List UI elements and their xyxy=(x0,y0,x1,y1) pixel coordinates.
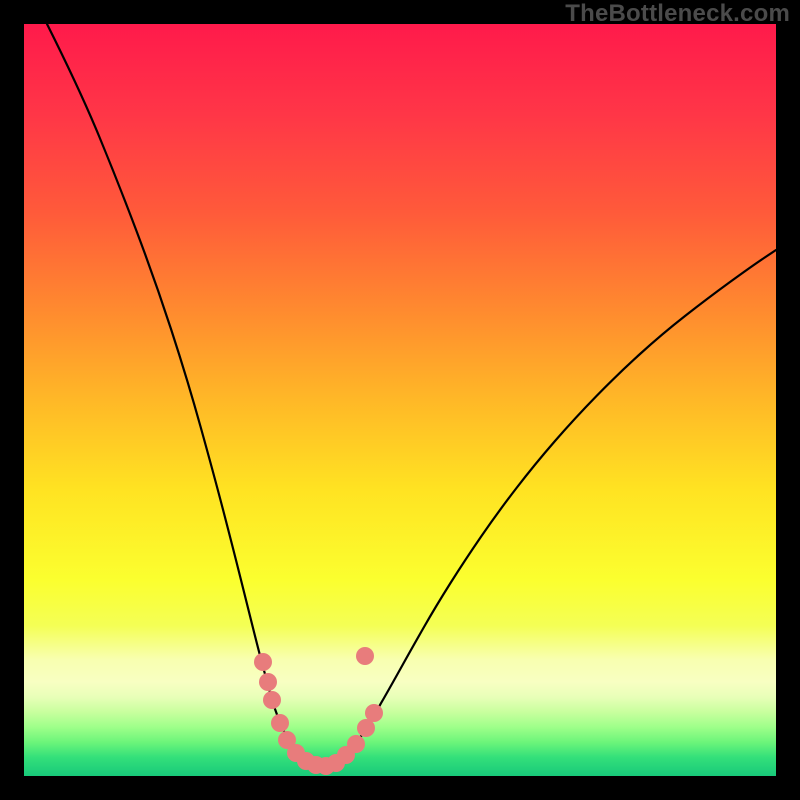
chart-frame: TheBottleneck.com xyxy=(0,0,800,800)
marker-dot xyxy=(254,653,272,671)
curve-layer xyxy=(0,0,800,800)
marker-dot xyxy=(271,714,289,732)
marker-dot xyxy=(347,735,365,753)
marker-dot xyxy=(365,704,383,722)
marker-dot xyxy=(259,673,277,691)
marker-dot xyxy=(356,647,374,665)
watermark-text: TheBottleneck.com xyxy=(565,0,790,28)
plot-area xyxy=(24,24,776,776)
marker-dot xyxy=(263,691,281,709)
v-curve xyxy=(47,24,776,766)
curve-markers xyxy=(254,647,383,775)
